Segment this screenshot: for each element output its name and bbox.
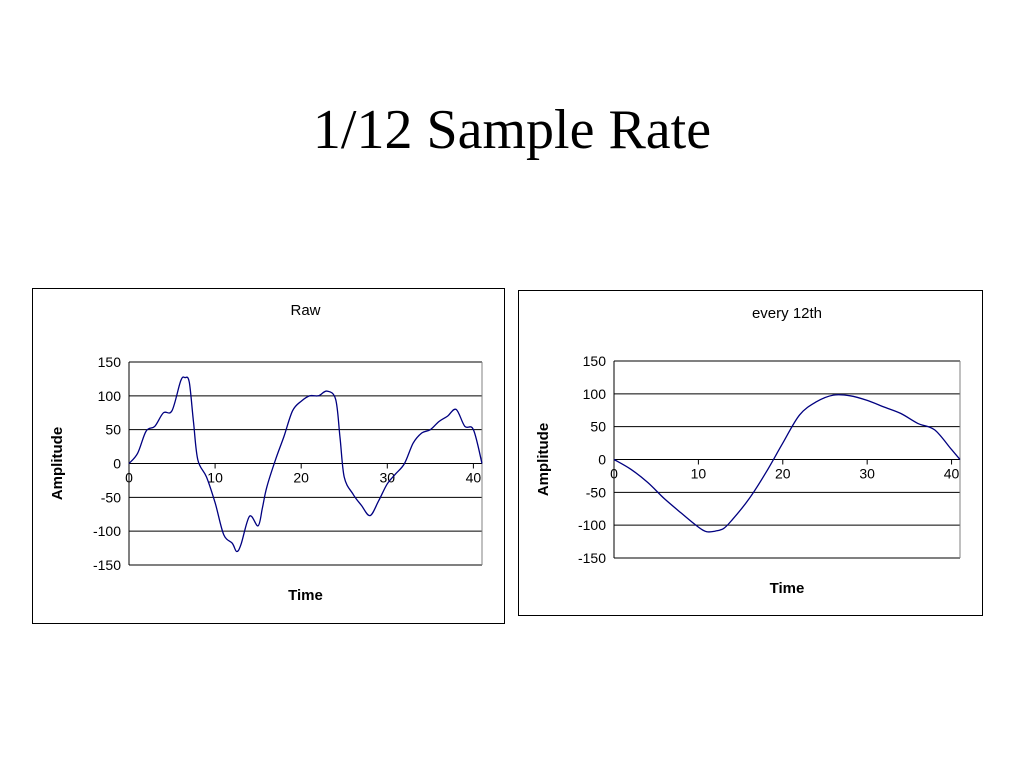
- every-12th-series-line: [613, 394, 961, 533]
- every-12th-x-tick-label: 30: [859, 466, 875, 482]
- every-12th-y-tick-label: -100: [578, 517, 606, 533]
- raw-y-tick-label: -150: [93, 557, 121, 573]
- raw-y-tick-label: -100: [93, 523, 121, 539]
- every-12th-y-tick-label: -50: [586, 484, 606, 500]
- raw-y-axis-title: Amplitude: [49, 427, 66, 500]
- raw-y-tick-label: 0: [113, 456, 121, 472]
- slide-title: 1/12 Sample Rate: [312, 99, 712, 161]
- every-12th-y-tick-label: 150: [583, 353, 607, 369]
- every-12th-x-tick-label: 40: [944, 466, 960, 482]
- every-12th-y-tick-label: -150: [578, 550, 606, 566]
- raw-y-tick-label: 50: [105, 422, 121, 438]
- raw-y-tick-label: 100: [98, 388, 122, 404]
- raw-chart-title: Raw: [290, 302, 320, 319]
- every-12th-y-tick-label: 100: [583, 386, 607, 402]
- raw-y-tick-label: 150: [98, 354, 122, 370]
- every-12th-chart-frame: every 12th 150 100 50 0 -50 -100 -150 0 10 20 30 40 T…: [518, 290, 983, 616]
- raw-series-line: [128, 376, 483, 553]
- every-12th-x-tick-label: 0: [610, 466, 618, 482]
- raw-x-tick-label: 30: [380, 470, 396, 486]
- every-12th-y-tick-label: 50: [590, 419, 606, 435]
- every-12th-x-tick-label: 10: [691, 466, 707, 482]
- every-12th-x-tick-label: 20: [775, 466, 791, 482]
- every-12th-chart-title: every 12th: [752, 305, 822, 322]
- every-12th-x-axis-title: Time: [770, 580, 805, 597]
- every-12th-y-axis-title: Amplitude: [535, 423, 552, 496]
- raw-x-tick-label: 10: [207, 470, 223, 486]
- raw-y-tick-label: -50: [101, 489, 121, 505]
- raw-chart-frame: Raw 150 100 50 0 -50 -100 -150 0 10 20 30 40 Time Ampl…: [32, 288, 505, 624]
- raw-x-tick-label: 40: [466, 470, 482, 486]
- raw-x-tick-label: 0: [125, 470, 133, 486]
- raw-x-tick-label: 20: [293, 470, 309, 486]
- every-12th-y-tick-label: 0: [598, 452, 606, 468]
- raw-x-axis-title: Time: [288, 587, 323, 604]
